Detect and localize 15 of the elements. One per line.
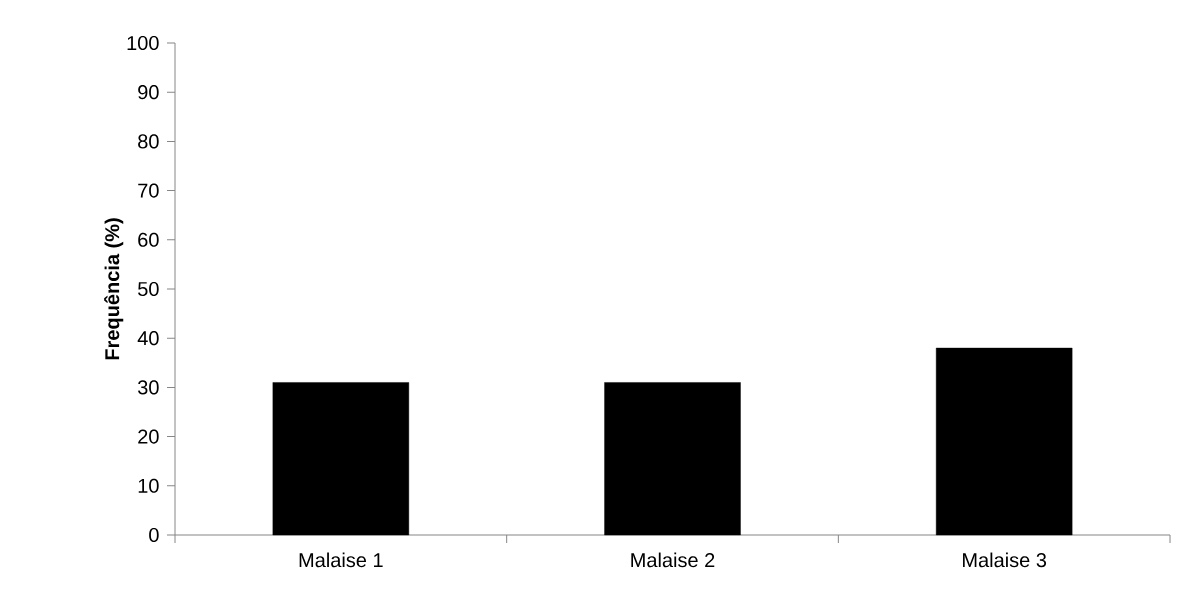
y-tick-label: 10 [138, 478, 159, 493]
x-tick-label: Malaise 1 [299, 552, 383, 568]
y-tick-label: 40 [137, 331, 159, 346]
x-tick-label: Malaise 3 [963, 552, 1047, 568]
x-tick-label: Malaise 2 [631, 552, 715, 568]
y-tick-label: 60 [138, 232, 159, 247]
y-tick-label: 20 [138, 429, 159, 444]
y-tick-label: 70 [138, 183, 159, 198]
y-tick-label: 100 [127, 35, 159, 51]
y-tick-label: 0 [149, 527, 159, 543]
y-tick-label: 90 [138, 85, 159, 100]
y-tick-label: 50 [138, 281, 159, 297]
y-tick-label: 30 [137, 380, 159, 395]
y-tick-label: 80 [138, 134, 159, 149]
y-axis-title: Frequência (%) [104, 218, 124, 360]
